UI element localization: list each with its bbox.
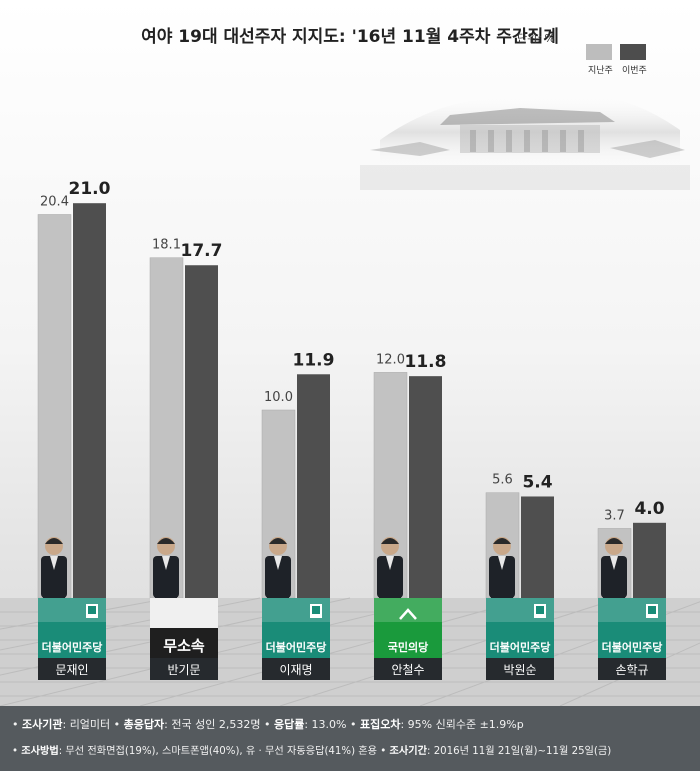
footer-value-margin: 95% 신뢰수준 ±1.9%p (407, 718, 524, 731)
legend-label-last-week: 지난주 (588, 66, 613, 76)
party-box-1 (150, 628, 218, 658)
value-label-this-week-0: 21.0 (69, 179, 111, 199)
bar-this-week-2 (297, 374, 330, 598)
footer-value-method: 무선 전화면접(19%), 스마트폰앱(40%), 유 · 무선 자동응답(41… (65, 746, 378, 757)
candidate-photo-1 (162, 556, 170, 570)
palace-illustration (360, 94, 690, 190)
footer-value-response-rate: 13.0% (311, 718, 347, 731)
value-label-last-week-1: 18.1 (152, 238, 181, 253)
candidate-photo-5 (601, 556, 627, 598)
unit-label: 단위: % (517, 32, 555, 45)
value-label-last-week-3: 12.0 (376, 352, 405, 367)
value-label-this-week-4: 5.4 (522, 472, 552, 492)
footer-line-1: • 조사기관: 리얼미터 • 총응답자: 전국 성인 2,532명 • 응답률:… (12, 718, 524, 731)
party-logo-3 (399, 608, 417, 620)
party-logo-4 (536, 606, 544, 614)
party-box-3 (374, 598, 442, 658)
value-label-this-week-1: 17.7 (181, 241, 223, 261)
candidate-photo-0 (50, 556, 58, 570)
footer-value-agency: 리얼미터 (69, 718, 111, 731)
footer-label-margin: 표집오차 (359, 718, 401, 731)
candidate-photo-5 (610, 556, 618, 570)
candidate-photo-4 (489, 556, 515, 598)
name-box-4 (486, 658, 554, 680)
candidate-photo-1 (153, 556, 179, 598)
footer-label-method: 조사방법 (21, 746, 59, 757)
value-label-this-week-2: 11.9 (293, 350, 335, 370)
party-logo-2 (312, 606, 320, 614)
floor-line (139, 597, 531, 706)
footer-label-period: 조사기간 (389, 746, 428, 757)
party-name-3: 국민의당 (388, 640, 428, 654)
category-label-4: 박원순 (503, 663, 536, 677)
candidate-photo-3 (381, 538, 399, 544)
candidate-photo-2 (269, 538, 287, 544)
candidate-photo-0 (41, 556, 67, 598)
category-label-5: 손학규 (615, 663, 648, 677)
party-name-0: 더불어민주당 (42, 640, 103, 654)
bar-this-week-4 (521, 496, 554, 598)
candidate-photo-2 (274, 556, 282, 570)
candidate-photo-4 (498, 556, 506, 570)
bar-this-week-5 (633, 522, 666, 598)
candidate-photo-1 (157, 538, 175, 544)
party-name-5: 더불어민주당 (602, 640, 663, 654)
value-label-this-week-5: 4.0 (634, 499, 664, 519)
bar-this-week-1 (185, 265, 218, 598)
party-logo-5 (648, 606, 656, 614)
bar-this-week-3 (409, 376, 442, 598)
legend-swatch-last-week (586, 44, 612, 60)
footer-label-respondents: 총응답자 (123, 718, 165, 731)
category-label-3: 안철수 (391, 663, 424, 677)
value-label-this-week-3: 11.8 (405, 352, 447, 372)
name-box-2 (262, 658, 330, 680)
candidate-photo-3 (386, 556, 394, 570)
footer-value-respondents: 전국 성인 2,532명 (171, 718, 261, 731)
candidate-photo-4 (493, 538, 511, 544)
candidate-photo-0 (45, 538, 63, 544)
footer-line-2: • 조사방법: 무선 전화면접(19%), 스마트폰앱(40%), 유 · 무선… (12, 746, 612, 757)
floor-line (559, 642, 700, 706)
party-logo-0 (88, 606, 96, 614)
legend-swatch-this-week (620, 44, 646, 60)
legend-label-this-week: 이번주 (622, 66, 647, 76)
value-label-last-week-4: 5.6 (492, 473, 513, 488)
party-name-1: 무소속 (163, 637, 205, 655)
bar-last-week-0 (37, 214, 72, 599)
footer-label-response-rate: 응답률 (273, 718, 305, 731)
floor-line (0, 597, 441, 706)
category-label-0: 문재인 (55, 663, 88, 677)
footer-value-period: 2016년 11월 21일(월)~11월 25일(금) (433, 746, 612, 757)
candidate-photo-2 (265, 556, 291, 598)
survey-info-footer: • 조사기관: 리얼미터 • 총응답자: 전국 성인 2,532명 • 응답률:… (0, 706, 700, 771)
bar-this-week-0 (73, 203, 106, 598)
category-label-1: 반기문 (167, 663, 200, 677)
value-label-last-week-0: 20.4 (40, 194, 69, 209)
floor (0, 598, 700, 706)
name-box-0 (38, 658, 106, 680)
name-box-1 (150, 658, 218, 680)
footer-label-agency: 조사기관 (22, 718, 63, 731)
value-label-last-week-5: 3.7 (604, 508, 625, 523)
party-name-2: 더불어민주당 (266, 640, 327, 654)
floor-line (279, 597, 621, 706)
value-label-last-week-2: 10.0 (264, 390, 293, 405)
name-box-5 (598, 658, 666, 680)
name-box-3 (374, 658, 442, 680)
candidate-photo-3 (377, 556, 403, 598)
chart-title: 여야 19대 대선주자 지지도: '16년 11월 4주차 주간집계 (141, 27, 559, 47)
category-label-2: 이재명 (279, 663, 312, 677)
candidate-photo-5 (605, 538, 623, 544)
party-name-4: 더불어민주당 (490, 640, 551, 654)
